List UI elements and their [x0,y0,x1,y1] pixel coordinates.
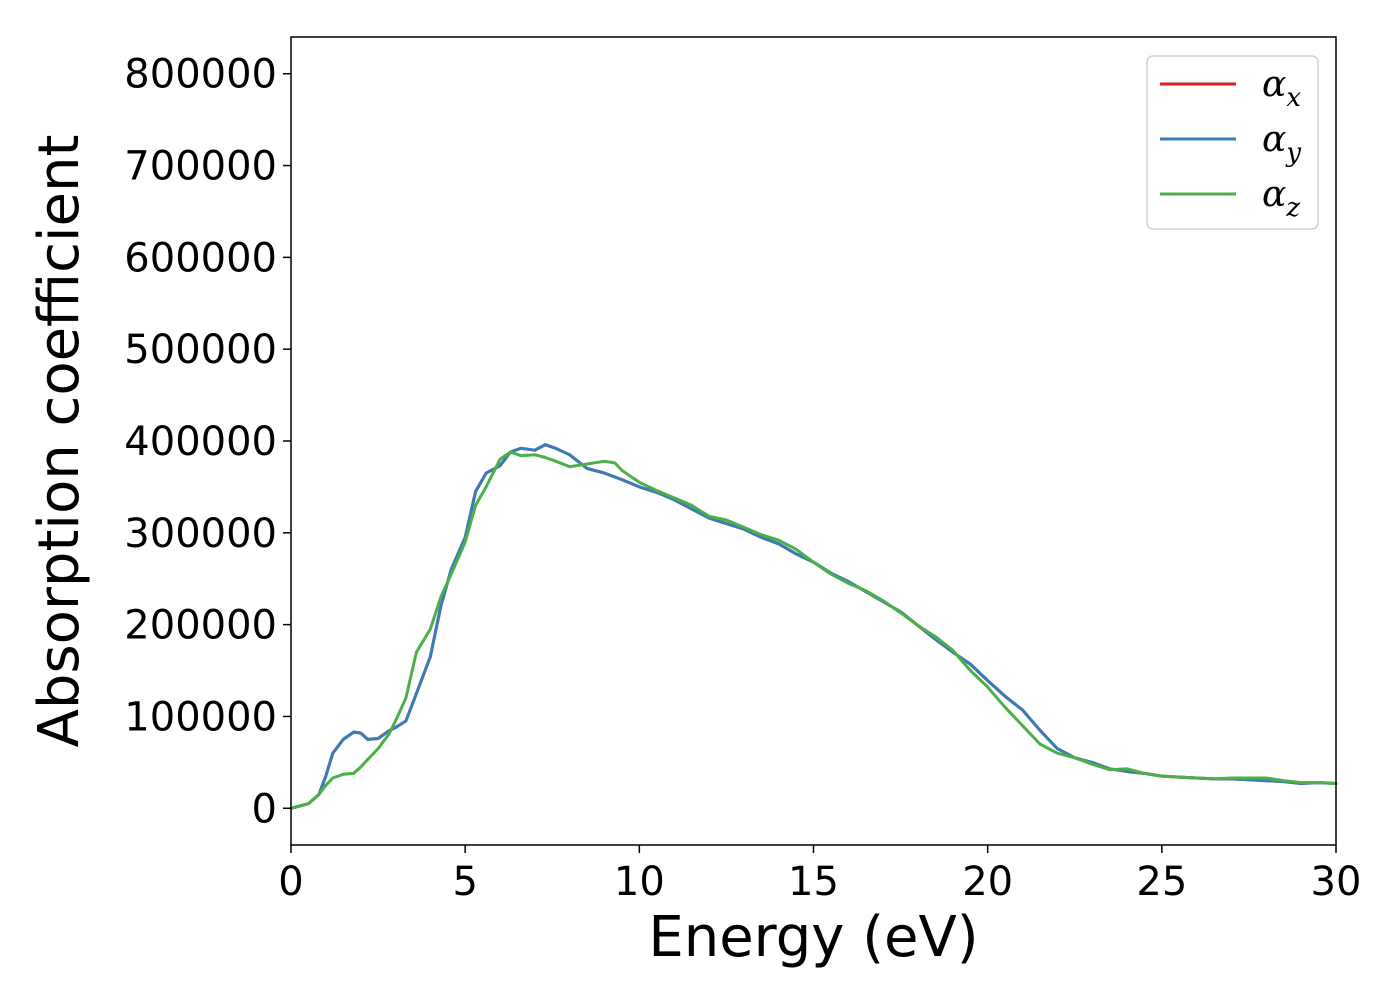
legend-box [1146,55,1319,230]
y-tick-label: 800000 [124,52,277,98]
x-axis-ticks: 0 5 10 15 20 25 30 [278,845,1361,905]
legend-label-subscript: x [1286,83,1301,113]
x-tick-label: 0 [278,859,303,905]
x-tick-label: 25 [1136,859,1187,905]
x-axis-title: Energy (eV) [648,905,978,970]
legend-label-symbol: α [1262,174,1286,215]
y-tick-label: 700000 [124,144,277,190]
legend-label-subscript: z [1285,193,1300,223]
legend-label-z: αz [1262,174,1300,223]
x-tick-label: 10 [614,859,665,905]
series-line-y [289,443,1338,810]
legend-label-y: αy [1262,119,1301,168]
legend-label-symbol: α [1262,119,1286,160]
x-tick-label: 5 [452,859,477,905]
x-tick-label: 20 [962,859,1013,905]
legend-label-subscript: y [1285,138,1301,168]
y-tick-label: 100000 [124,694,277,740]
legend-label-symbol: α [1262,64,1286,105]
y-tick-label: 500000 [124,327,277,373]
x-tick-label: 15 [788,859,839,905]
y-tick-label: 0 [252,786,277,832]
series-line-z [289,450,1338,810]
y-tick-label: 300000 [124,511,277,557]
y-axis-ticks: 0 100000 200000 300000 400000 500000 600000 700… [124,52,291,832]
series-layer [289,443,1338,810]
y-axis-title: Absorption coefficient [27,135,92,748]
y-tick-label: 600000 [124,235,277,281]
y-tick-label: 200000 [124,603,277,649]
x-tick-label: 30 [1311,859,1362,905]
legend-label-x: αx [1262,64,1301,113]
y-tick-label: 400000 [124,419,277,465]
